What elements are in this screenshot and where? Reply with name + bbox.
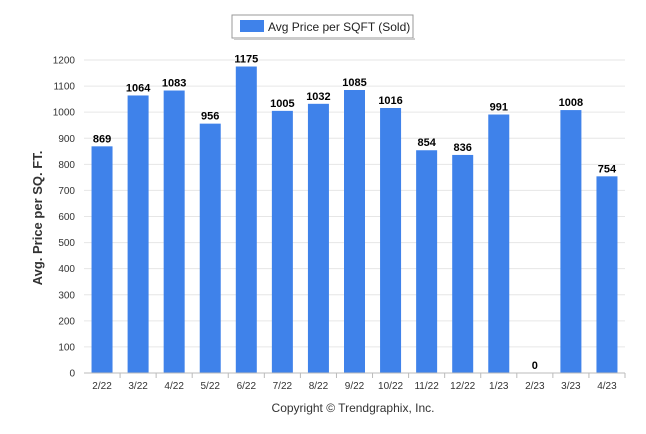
legend-label: Avg Price per SQFT (Sold) [268, 20, 410, 34]
y-tick-label: 1100 [53, 82, 75, 93]
data-label: 1005 [270, 98, 294, 110]
legend-box-shadow [234, 38, 415, 40]
legend-swatch [240, 20, 264, 32]
data-label: 0 [532, 360, 538, 372]
x-tick-label: 4/23 [597, 381, 617, 392]
data-label: 836 [454, 142, 472, 154]
x-tick-label: 3/22 [128, 381, 148, 392]
bar [488, 114, 510, 374]
bar [344, 89, 365, 373]
x-tick-label: 3/23 [561, 381, 581, 392]
y-tick-label: 600 [58, 212, 75, 223]
data-label: 991 [490, 102, 508, 114]
x-tick-label: 2/23 [525, 381, 545, 392]
y-tick-label: 400 [58, 264, 75, 275]
bar [452, 154, 474, 373]
x-tick-label: 1/23 [489, 381, 509, 392]
y-axis-ticks: 0 100 200 300 400 500 600 700 800 900 1000 1100 1200 [53, 56, 76, 380]
y-tick-label: 200 [58, 316, 75, 327]
y-tick-label: 100 [58, 342, 75, 353]
y-tick-label: 1000 [53, 108, 76, 119]
x-tick-label: 2/22 [92, 381, 112, 392]
bar [380, 107, 402, 373]
bar [127, 95, 149, 374]
data-label: 956 [201, 111, 219, 123]
y-tick-label: 900 [58, 134, 75, 145]
bar [163, 90, 185, 373]
x-tick-label: 7/22 [273, 381, 293, 392]
data-label: 1016 [378, 95, 402, 107]
y-axis-label: Avg. Price per SQ. FT. [30, 151, 45, 286]
bars: 869 1064 1083 956 1175 1005 1032 1085 1016 854 836… [91, 54, 618, 374]
data-label: 1032 [306, 91, 330, 103]
data-label: 1175 [234, 54, 258, 66]
y-tick-label: 700 [58, 186, 75, 197]
y-tick-label: 1200 [53, 56, 76, 67]
bar [307, 103, 329, 373]
x-tick-label: 11/22 [414, 381, 439, 392]
x-tick-label: 4/22 [164, 381, 184, 392]
legend: Avg Price per SQFT (Sold) [231, 14, 415, 40]
data-label: 1085 [342, 77, 366, 89]
x-tick-label: 9/22 [345, 381, 365, 392]
bar [271, 110, 293, 374]
x-tick-label: 10/22 [378, 381, 403, 392]
bar [560, 110, 582, 373]
y-tick-label: 800 [58, 160, 75, 171]
bar [91, 146, 113, 373]
bar [596, 176, 618, 373]
y-tick-label: 500 [58, 238, 75, 249]
y-tick-label: 300 [58, 290, 75, 301]
data-label: 1064 [126, 82, 151, 94]
x-tick-label: 6/22 [237, 381, 257, 392]
bar [235, 66, 257, 373]
copyright-footer: Copyright © Trendgraphix, Inc. [272, 401, 435, 415]
x-tick-label: 5/22 [200, 381, 220, 392]
x-tick-label: 12/22 [450, 381, 475, 392]
data-label: 1008 [559, 97, 583, 109]
bar [199, 123, 221, 373]
data-label: 754 [598, 163, 617, 175]
x-tick-label: 8/22 [309, 381, 329, 392]
data-label: 1083 [162, 78, 186, 90]
bar [416, 150, 438, 373]
data-label: 869 [93, 133, 111, 145]
x-axis-ticks: 2/22 3/22 4/22 5/22 6/22 7/22 8/22 9/22 10/22 11/… [92, 373, 626, 392]
y-tick-label: 0 [69, 369, 75, 380]
data-label: 854 [417, 137, 436, 149]
